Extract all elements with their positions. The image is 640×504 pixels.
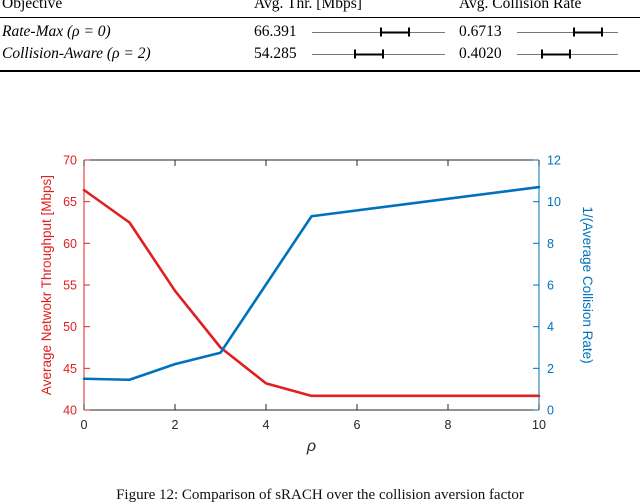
results-table: Objective Avg. Thr. [Mbps] Avg. Collisio… (0, 0, 640, 72)
x-axis-label: ρ (306, 438, 316, 455)
avg-thr-value: 54.285 (254, 45, 297, 62)
x-tick-label: 6 (354, 418, 361, 432)
right-y-tick-label: 4 (547, 320, 554, 334)
avg-collision-value: 0.6713 (459, 23, 502, 40)
errorbar-track (517, 48, 618, 60)
left-y-axis-label: Average Netwokr Throughput [Mbps] (39, 175, 54, 395)
right-y-tick-label: 10 (547, 195, 561, 209)
dual-axis-line-chart: 0 2 4 6 8 10 40 45 50 55 60 65 70 0 2 4 6 8 10 12 Average Ne… (39, 154, 595, 456)
errorbar-track (312, 26, 445, 38)
x-tick-label: 8 (445, 418, 452, 432)
row-objective: Collision-Aware (ρ = 2) (2, 45, 151, 62)
series-line-inverse-average-collision-rate (82, 185, 541, 382)
header-avg-thr: Avg. Thr. [Mbps] (254, 0, 362, 12)
errorbar-track (517, 26, 618, 38)
figure-caption: Figure 12: Comparison of sRACH over the … (116, 487, 524, 503)
right-y-tick-label: 0 (547, 404, 554, 418)
table-header-row: Objective Avg. Thr. [Mbps] Avg. Collisio… (0, 0, 640, 15)
header-avg-collision: Avg. Collision Rate (459, 0, 582, 12)
errorbar-track (312, 48, 445, 60)
errorbar-marker (353, 49, 384, 59)
avg-thr-value: 66.391 (254, 23, 297, 40)
figure-12-plot: 0 2 4 6 8 10 40 45 50 55 60 65 70 0 2 4 6 8 10 12 Average Ne… (38, 152, 614, 468)
right-y-tick-label: 12 (547, 154, 561, 168)
right-y-axis-label: 1/(Average Collision Rate) (580, 206, 595, 363)
avg-collision-value: 0.4020 (459, 45, 502, 62)
series-line-average-network-throughput (82, 188, 541, 398)
header-objective: Objective (2, 0, 63, 12)
errorbar-marker (380, 27, 411, 37)
left-y-tick-label: 65 (63, 195, 77, 209)
left-y-tick-label: 50 (63, 320, 77, 334)
table-bottomrule (0, 70, 640, 72)
table-midrule (0, 17, 640, 18)
x-tick-label: 0 (81, 418, 88, 432)
right-y-tick-label: 8 (547, 237, 554, 251)
x-tick-label: 2 (172, 418, 179, 432)
x-tick-label: 4 (263, 418, 270, 432)
x-tick-label: 10 (532, 418, 546, 432)
errorbar-marker (541, 49, 572, 59)
left-y-tick-label: 55 (63, 279, 77, 293)
right-y-tick-label: 2 (547, 362, 554, 376)
table-row: Rate-Max (ρ = 0) 66.391 0.6713 (0, 21, 640, 43)
left-y-tick-label: 40 (63, 404, 77, 418)
left-y-tick-label: 70 (63, 154, 77, 168)
left-y-tick-label: 45 (63, 362, 77, 376)
row-objective: Rate-Max (ρ = 0) (2, 23, 111, 40)
right-y-tick-label: 6 (547, 279, 554, 293)
table-row: Collision-Aware (ρ = 2) 54.285 0.4020 (0, 43, 640, 65)
left-y-tick-label: 60 (63, 237, 77, 251)
errorbar-marker (572, 27, 603, 37)
